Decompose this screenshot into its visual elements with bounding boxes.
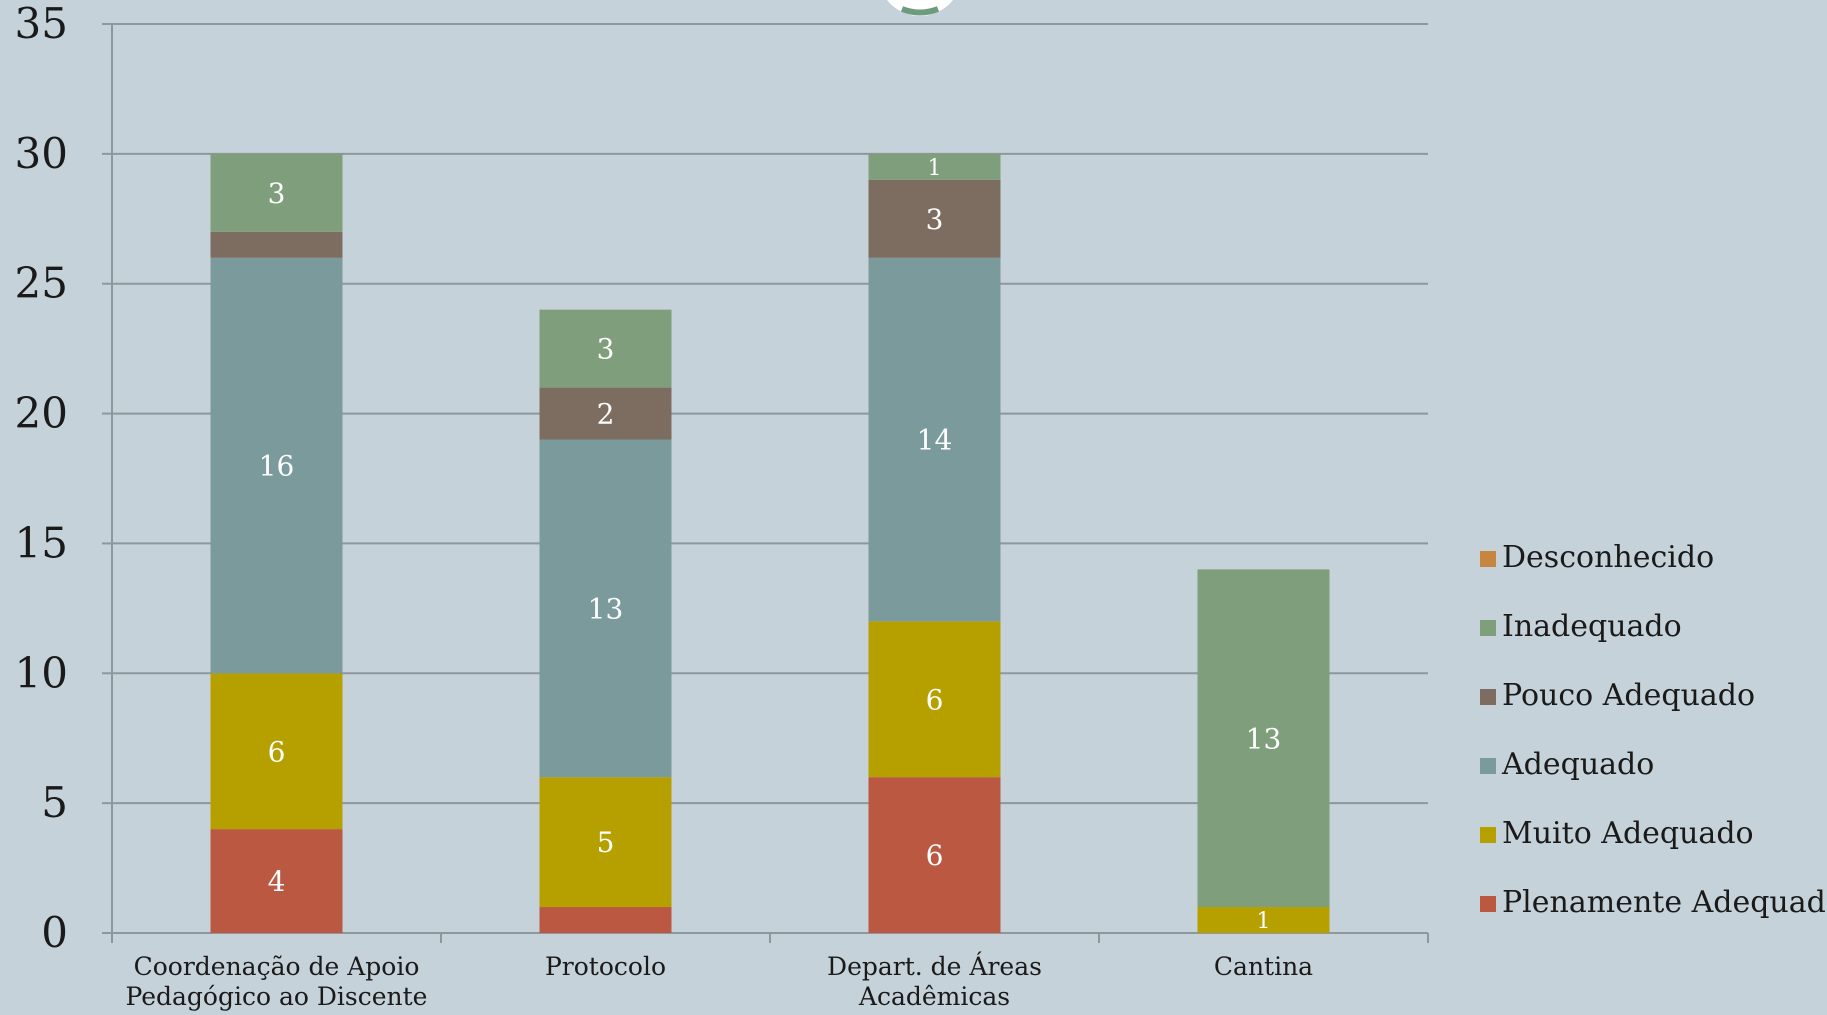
y-tick-label: 30	[15, 129, 68, 178]
y-tick-label: 10	[15, 648, 68, 697]
y-tick-label: 20	[15, 389, 68, 438]
legend-label: Muito Adequado	[1502, 816, 1754, 851]
y-tick-label: 25	[15, 259, 68, 308]
bar-segment	[868, 621, 1001, 778]
bar-data-label: 6	[268, 735, 286, 768]
legend-swatch	[1480, 758, 1496, 774]
y-tick-label: 15	[15, 518, 68, 567]
legend-label: Adequado	[1501, 747, 1654, 782]
y-tick-label: 0	[41, 908, 68, 957]
bars	[210, 153, 1330, 933]
bar-data-label: 13	[1246, 722, 1282, 755]
legend-label: Pouco Adequado	[1502, 678, 1755, 713]
bar-data-label: 6	[926, 839, 944, 872]
legend-swatch	[1480, 551, 1496, 567]
bar-segment	[539, 777, 672, 908]
bar-data-label: 14	[917, 424, 953, 457]
legend: Desconhecido Inadequado Pouco Adequado Adeq…	[1480, 540, 1827, 920]
bar-data-label: 3	[926, 203, 944, 236]
legend-swatch	[1480, 689, 1496, 705]
bar-data-label: 5	[597, 826, 615, 859]
bar-segment	[868, 257, 1001, 622]
bar-segment	[868, 179, 1001, 258]
legend-label: Plenamente Adequado	[1502, 885, 1827, 920]
bar-segment	[210, 673, 343, 830]
bar-data-label: 2	[597, 398, 615, 431]
bar-segment	[868, 153, 1001, 180]
bar-segment	[210, 257, 343, 674]
x-category-label: Coordenação de Apoio Pedagógico ao Discen…	[126, 952, 428, 1011]
bar-data-label: 3	[268, 177, 286, 210]
legend-swatch	[1480, 827, 1496, 843]
decorative-circle	[887, 0, 953, 16]
legend-label: Inadequado	[1502, 609, 1682, 644]
data-labels: 4 6 16 3 5 13 2 3 6 6 14 3 1 1 13	[259, 156, 1282, 934]
bar-data-label: 4	[268, 865, 286, 898]
bar-data-label: 13	[588, 592, 624, 625]
bar-segment	[539, 387, 672, 440]
bar-data-label: 16	[259, 450, 295, 483]
legend-swatch	[1480, 896, 1496, 912]
x-category-label: Protocolo	[545, 952, 666, 981]
bar-segment	[868, 777, 1001, 933]
bar-segment	[210, 153, 343, 232]
bar-data-label: 1	[1257, 909, 1271, 934]
y-tick-label: 5	[41, 778, 68, 827]
bar-data-label: 1	[928, 156, 942, 181]
legend-swatch	[1480, 620, 1496, 636]
y-tick-label: 35	[15, 0, 68, 48]
x-category-label: Cantina	[1214, 952, 1313, 981]
x-category-label: Depart. de Áreas Acadêmicas	[827, 952, 1042, 1011]
bar-segment	[539, 907, 672, 933]
bar-data-label: 3	[597, 333, 615, 366]
bar-segment	[210, 829, 343, 933]
bar-segment	[1197, 907, 1330, 933]
bar-segment	[1197, 569, 1330, 908]
bar-segment	[210, 231, 343, 258]
bar-segment	[539, 439, 672, 778]
bar-segment	[539, 309, 672, 388]
legend-label: Desconhecido	[1502, 540, 1714, 575]
bar-data-label: 6	[926, 683, 944, 716]
